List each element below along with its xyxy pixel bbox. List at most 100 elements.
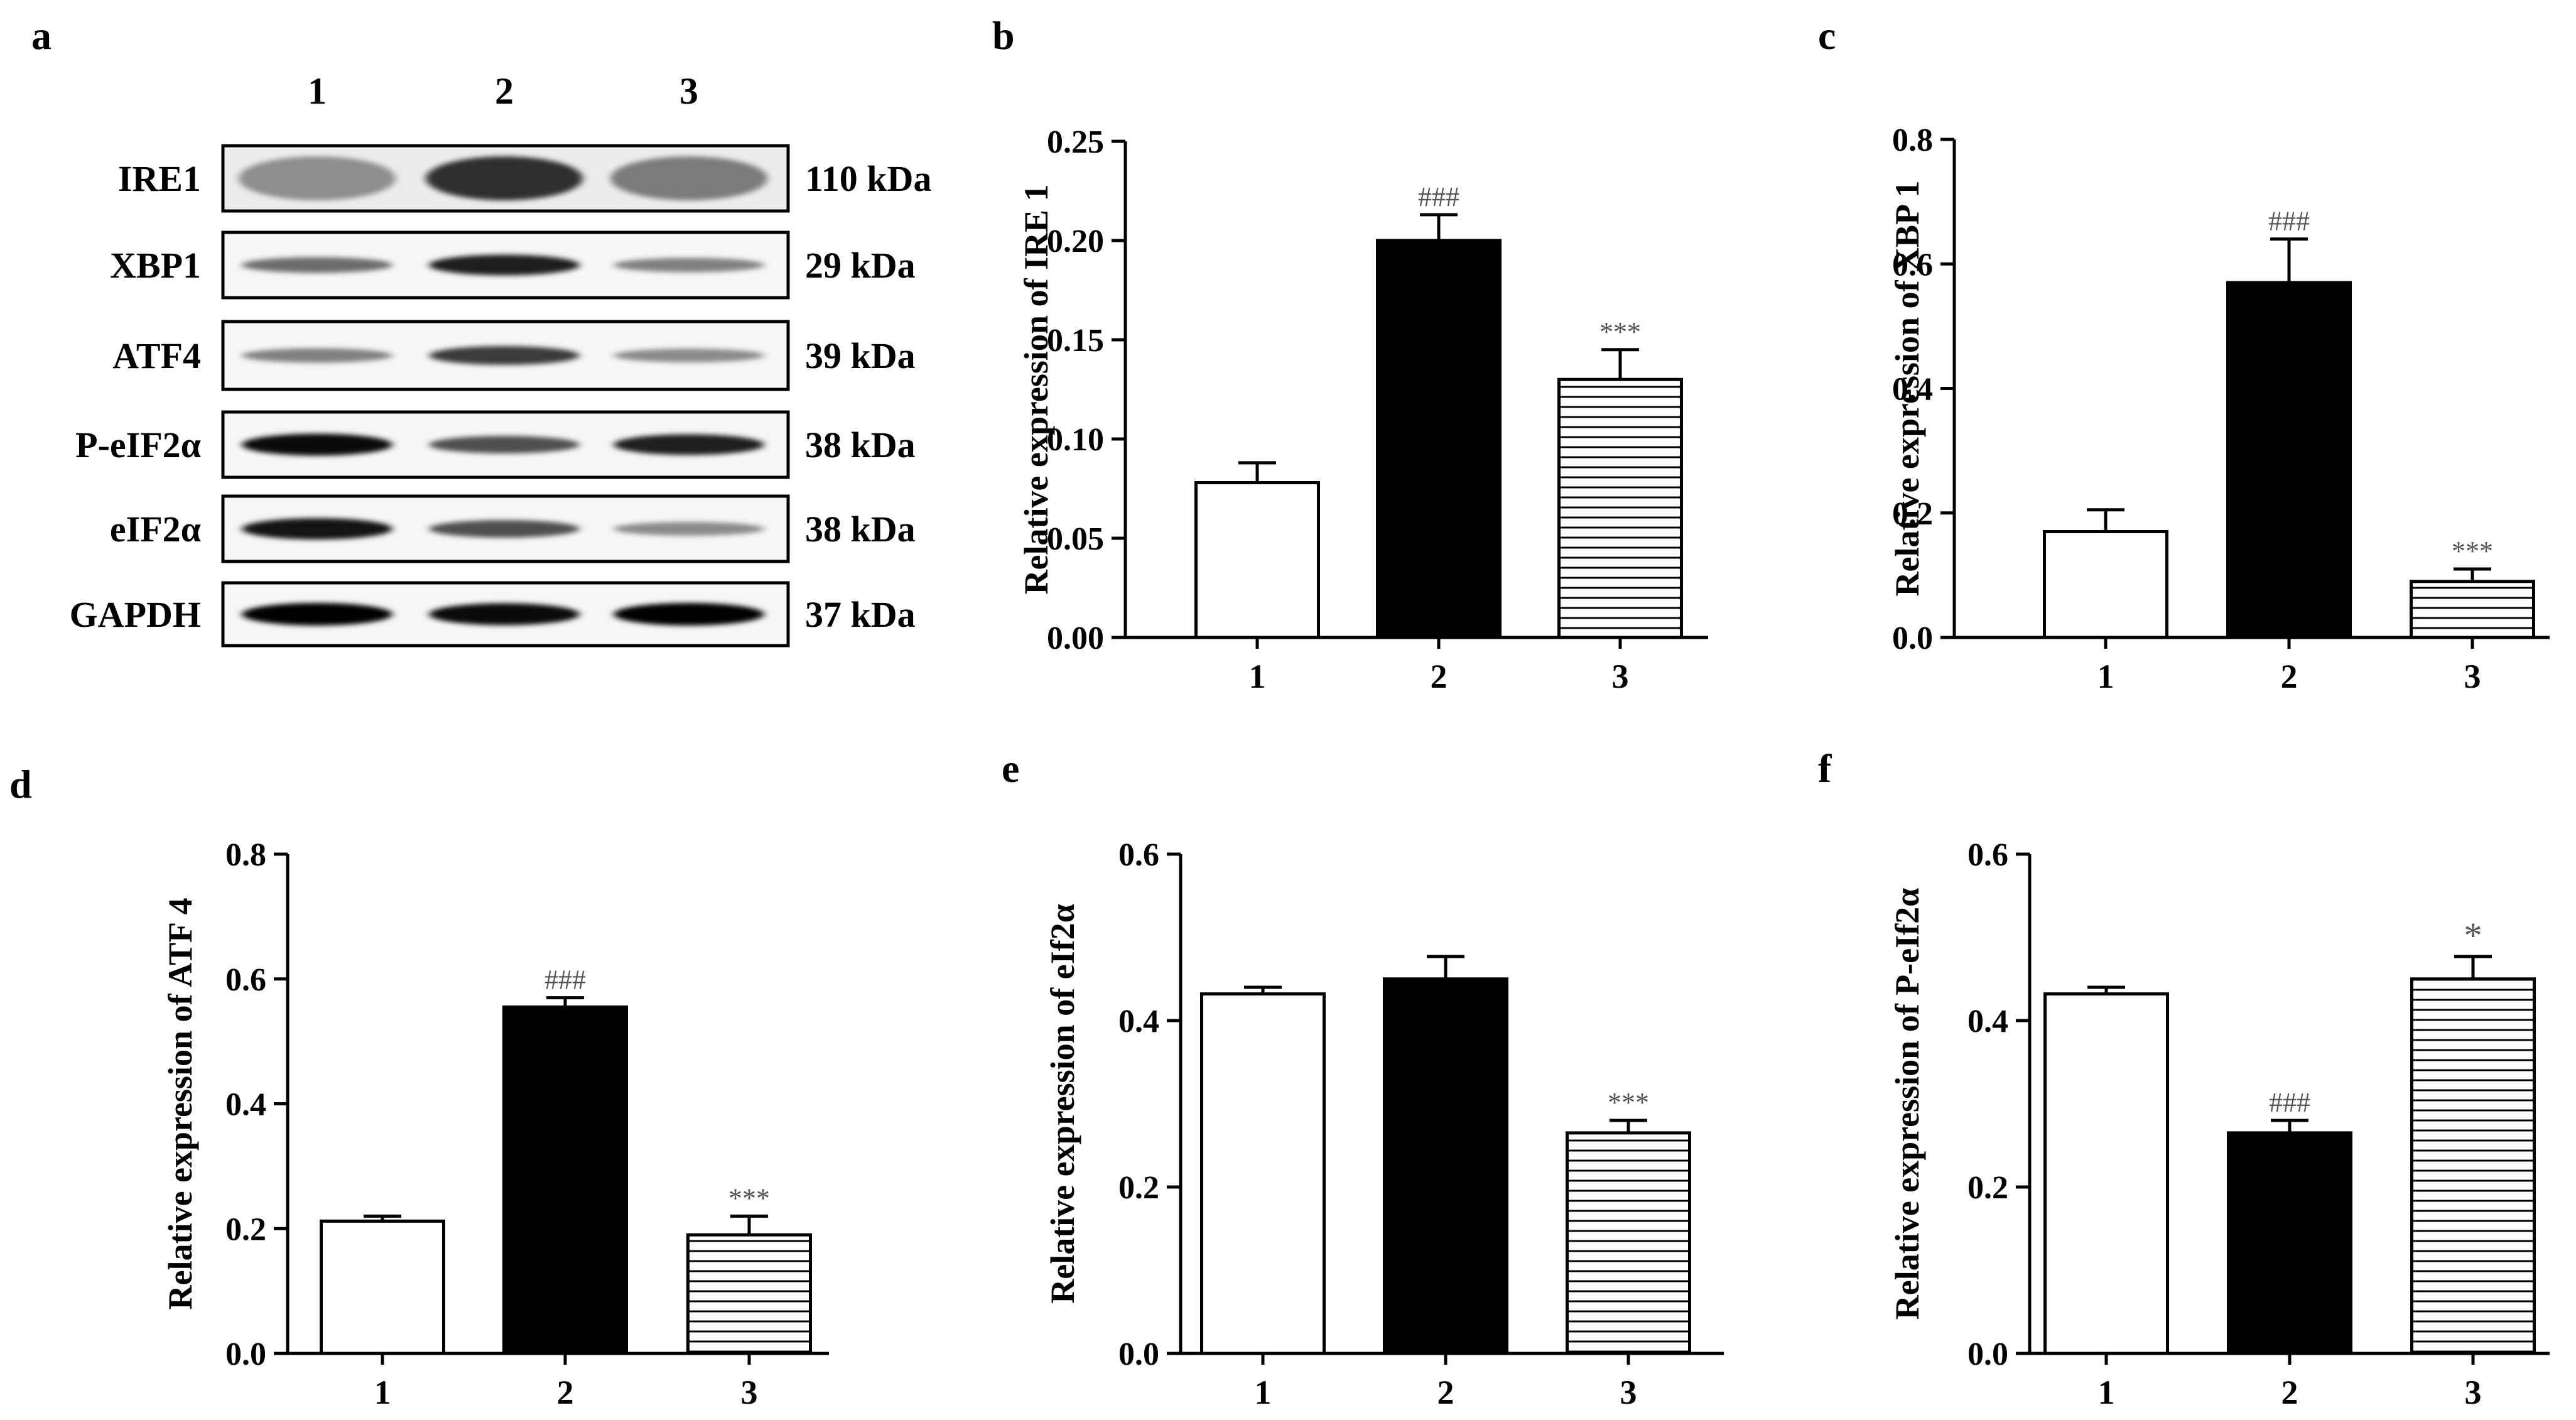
x-tick-label: 1 xyxy=(1249,658,1266,695)
x-tick-label: 3 xyxy=(741,1374,758,1411)
blot-band xyxy=(614,603,764,626)
blot-band xyxy=(239,156,396,200)
chart-panel-f: 0.0 0.2 0.4 0.6 Relative expression of P-eIf… xyxy=(1888,837,2550,1411)
significance-label: *** xyxy=(1608,1087,1649,1118)
blot-band xyxy=(429,603,580,626)
y-tick-label: 0.25 xyxy=(1047,124,1104,160)
bar xyxy=(320,1219,445,1355)
y-tick-label: 0.6 xyxy=(225,962,266,998)
y-tick-label: 0.0 xyxy=(225,1336,266,1372)
blot-band xyxy=(614,434,764,455)
chart-panel-e: 0.0 0.2 0.4 0.6 Relative expression of eIf2α… xyxy=(1044,837,1724,1411)
bar xyxy=(1557,377,1683,639)
y-tick-label: 0.0 xyxy=(1118,1336,1159,1372)
y-tick-label: 0.2 xyxy=(225,1211,266,1247)
blot-protein-label: ATF4 xyxy=(112,335,201,376)
bar xyxy=(1376,239,1502,639)
bar xyxy=(1194,481,1320,639)
blot-band xyxy=(426,156,583,200)
blot-band xyxy=(429,346,580,365)
x-tick-label: 2 xyxy=(557,1374,574,1411)
panel-letter-e: e xyxy=(1002,746,1019,791)
y-tick-label: 0.0 xyxy=(1967,1336,2008,1372)
y-tick-label: 0.6 xyxy=(1118,837,1159,873)
blot-band xyxy=(242,603,392,626)
panel-letter-b: b xyxy=(992,13,1015,58)
blot-protein-label: eIF2α xyxy=(110,509,201,550)
y-tick-label: 0.05 xyxy=(1047,521,1104,557)
x-tick-label: 3 xyxy=(1620,1374,1637,1411)
bar xyxy=(2043,529,2168,639)
blot-band xyxy=(610,156,767,200)
y-tick-label: 0.4 xyxy=(1892,372,1933,408)
blot-size-label: 38 kDa xyxy=(805,425,916,465)
blot-protein-label: XBP1 xyxy=(110,245,201,286)
blot-band xyxy=(614,257,764,273)
blot-size-label: 29 kDa xyxy=(805,245,916,286)
bar xyxy=(502,1005,628,1355)
panel-letter-c: c xyxy=(1818,13,1836,58)
western-blot-panel: 1 2 3 IRE1 110 kDa XBP1 29 kDa ATF4 39 kDa P-e… xyxy=(70,70,931,648)
blot-band xyxy=(614,349,764,362)
bar xyxy=(1200,992,1326,1355)
x-tick-label: 2 xyxy=(1437,1374,1454,1411)
x-tick-label: 2 xyxy=(1431,658,1448,695)
panel-letter-d: d xyxy=(9,762,32,806)
y-tick-label: 0.2 xyxy=(1892,496,1933,532)
y-tick-label: 0.4 xyxy=(1118,1004,1159,1039)
blot-size-label: 37 kDa xyxy=(805,594,916,635)
y-axis-label: Relative expression of ATF 4 xyxy=(161,898,199,1310)
y-tick-label: 0.20 xyxy=(1047,224,1104,259)
significance-label: ### xyxy=(2268,206,2310,237)
bar xyxy=(2410,580,2535,639)
chart-panel-d: 0.0 0.2 0.4 0.6 0.8 Relative expression of AT… xyxy=(161,837,829,1411)
bar xyxy=(2043,992,2169,1355)
bar xyxy=(1383,977,1508,1355)
blot-size-label: 110 kDa xyxy=(805,158,931,199)
blot-band xyxy=(614,522,764,536)
y-tick-label: 0.6 xyxy=(1892,247,1933,283)
blot-band xyxy=(242,257,392,273)
x-tick-label: 3 xyxy=(2464,658,2481,695)
y-axis-label: Relative expression of P-eIf2α xyxy=(1888,888,1926,1320)
x-tick-label: 2 xyxy=(2281,658,2298,695)
significance-label: * xyxy=(2464,915,2482,956)
bar xyxy=(2227,1131,2352,1355)
x-tick-label: 1 xyxy=(2098,1374,2115,1411)
significance-label: *** xyxy=(1599,317,1641,347)
blot-protein-label: P-eIF2α xyxy=(75,425,201,465)
bar xyxy=(1566,1131,1691,1355)
y-tick-label: 0.8 xyxy=(225,837,266,873)
x-tick-label: 3 xyxy=(1612,658,1629,695)
y-tick-label: 0.6 xyxy=(1967,837,2008,873)
x-tick-label: 1 xyxy=(2097,658,2114,695)
panel-letter-f: f xyxy=(1818,746,1832,791)
blot-band xyxy=(429,520,580,538)
y-tick-label: 0.15 xyxy=(1047,323,1104,359)
significance-label: ### xyxy=(544,965,586,995)
y-tick-label: 0.4 xyxy=(225,1087,266,1123)
significance-label: *** xyxy=(728,1183,770,1213)
panel-letter-a: a xyxy=(31,13,51,58)
y-axis-label: Relative expression of eIf2α xyxy=(1044,904,1081,1304)
y-axis-label: Relative expression of IRE 1 xyxy=(1017,185,1055,595)
blot-band xyxy=(242,433,392,456)
significance-label: ### xyxy=(2269,1087,2310,1118)
blot-protein-label: IRE1 xyxy=(118,158,201,199)
y-tick-label: 0.00 xyxy=(1047,621,1104,656)
chart-panel-c: 0.0 0.2 0.4 0.6 0.8 Relative expression of XB… xyxy=(1888,122,2550,695)
lane-label: 2 xyxy=(495,70,514,112)
significance-label: *** xyxy=(2452,536,2493,566)
blot-band xyxy=(429,436,580,453)
blot-band xyxy=(429,254,580,276)
y-tick-label: 0.10 xyxy=(1047,422,1104,458)
chart-panel-b: 0.00 0.05 0.10 0.15 0.20 0.25 Relative express… xyxy=(1017,124,1708,695)
y-tick-label: 0.2 xyxy=(1967,1170,2008,1206)
significance-label: ### xyxy=(1418,182,1459,212)
x-tick-label: 1 xyxy=(1255,1374,1272,1411)
x-tick-label: 1 xyxy=(374,1374,391,1411)
y-tick-label: 0.4 xyxy=(1967,1004,2008,1039)
blot-size-label: 39 kDa xyxy=(805,335,916,376)
bar xyxy=(2226,281,2352,639)
bar xyxy=(2410,977,2536,1355)
